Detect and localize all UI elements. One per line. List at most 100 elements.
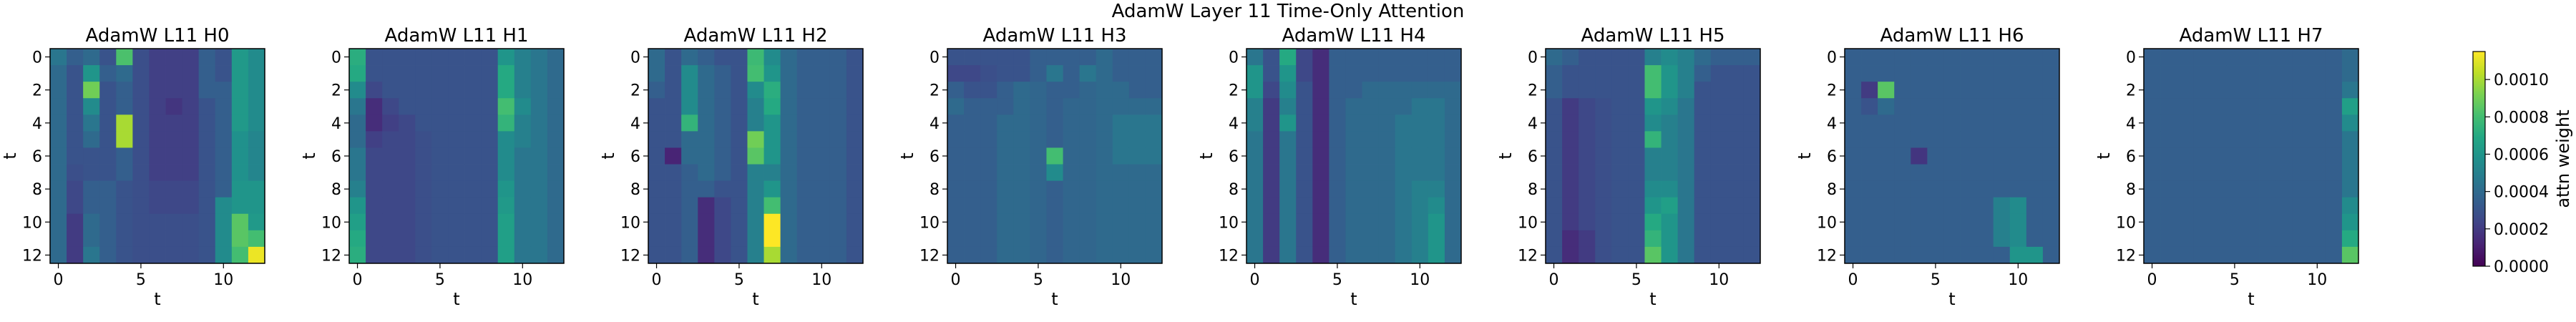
heatmap-cell <box>67 82 84 99</box>
heatmap-cell <box>1013 114 1030 132</box>
heatmap-cell <box>83 98 100 115</box>
heatmap-cell <box>349 197 366 215</box>
heatmap-cell <box>2160 82 2177 99</box>
x-tick-label: 5 <box>435 271 445 289</box>
heatmap-cell <box>1296 114 1313 132</box>
heatmap-cell <box>731 49 748 66</box>
heatmap-cell <box>2341 164 2359 182</box>
heatmap-cell <box>1743 246 1761 264</box>
heatmap-cell <box>83 147 100 165</box>
heatmap-cell <box>1112 147 1130 165</box>
heatmap-cell <box>165 197 183 215</box>
y-axis-label: t <box>1196 152 1216 159</box>
heatmap-cell <box>763 164 781 182</box>
heatmap-cell <box>1878 82 1895 99</box>
heatmap-cell <box>1279 65 1297 82</box>
y-axis-label: t <box>299 152 319 159</box>
heatmap-cell <box>2193 131 2210 148</box>
heatmap-cell <box>665 213 682 231</box>
heatmap-cell <box>366 213 383 231</box>
heatmap-cell <box>1894 82 1911 99</box>
heatmap-cell <box>1611 82 1629 99</box>
heatmap-cell <box>497 82 515 99</box>
heatmap-cell <box>67 230 84 248</box>
y-tick-label: 8 <box>331 181 341 199</box>
heatmap-cell <box>1079 82 1097 99</box>
heatmap-cell <box>215 180 233 198</box>
heatmap-cell <box>182 147 200 165</box>
heatmap-cell <box>1246 180 1264 198</box>
heatmap-cell <box>2308 114 2326 132</box>
heatmap-cell <box>1030 164 1047 182</box>
heatmap-cell <box>399 164 416 182</box>
heatmap-cell <box>1993 246 2011 264</box>
heatmap-cell <box>2243 65 2260 82</box>
heatmap-cell <box>2292 164 2310 182</box>
heatmap-cell <box>1845 164 1862 182</box>
heatmap-cell <box>399 131 416 148</box>
heatmap-cell <box>1296 164 1313 182</box>
heatmap-cell <box>1927 65 1944 82</box>
heatmap-cell <box>2210 246 2227 264</box>
heatmap-cell <box>813 114 831 132</box>
y-tick-label: 0 <box>1528 49 1538 67</box>
heatmap-cell <box>132 147 150 165</box>
heatmap-cell <box>714 230 731 248</box>
heatmap-cell <box>2042 131 2060 148</box>
heatmap-cell <box>2193 65 2210 82</box>
y-tick-label: 4 <box>331 115 341 133</box>
heatmap-cell <box>1845 147 1862 165</box>
heatmap-cell <box>248 164 265 182</box>
heatmap-cell <box>1993 49 2011 66</box>
heatmap-cell <box>415 131 432 148</box>
heatmap-cell <box>382 147 399 165</box>
heatmap-cell <box>648 213 665 231</box>
heatmap-cell <box>231 180 249 198</box>
heatmap-cell <box>947 131 965 148</box>
heatmap-cell <box>2009 49 2027 66</box>
heatmap-cell <box>1145 131 1163 148</box>
heatmap-cell <box>681 65 698 82</box>
heatmap-cell <box>1362 246 1380 264</box>
heatmap-cell <box>1894 213 1911 231</box>
heatmap-cell <box>947 230 965 248</box>
heatmap-cell <box>1112 230 1130 248</box>
heatmap-cell <box>2243 131 2260 148</box>
heatmap-cell <box>1579 230 1596 248</box>
y-tick-label: 6 <box>1827 148 1837 166</box>
heatmap-cell <box>2160 246 2177 264</box>
heatmap-cell <box>964 49 981 66</box>
heatmap-cell <box>2042 164 2060 182</box>
heatmap-cell <box>1727 82 1745 99</box>
heatmap-cell <box>2243 180 2260 198</box>
heatmap-cell <box>149 147 166 165</box>
heatmap-cell <box>648 82 665 99</box>
heatmap-cell <box>1661 197 1679 215</box>
heatmap-cell <box>1743 164 1761 182</box>
heatmap-cell <box>1595 164 1612 182</box>
heatmap-cell <box>1096 131 1113 148</box>
heatmap-cell <box>415 164 432 182</box>
y-tick-label: 10 <box>1817 214 1837 232</box>
heatmap-cell <box>1345 180 1362 198</box>
heatmap-cell <box>497 98 515 115</box>
heatmap-cell <box>67 164 84 182</box>
heatmap-cell <box>698 131 715 148</box>
panel-title: AdamW L11 H5 <box>1581 25 1725 47</box>
heatmap-cell <box>349 213 366 231</box>
heatmap-cell <box>1030 180 1047 198</box>
heatmap-cell <box>514 49 532 66</box>
heatmap-cell <box>1644 131 1662 148</box>
heatmap-cell <box>780 246 798 264</box>
heatmap-cell <box>2292 65 2310 82</box>
heatmap-cell <box>1362 164 1380 182</box>
heatmap-cell <box>1296 98 1313 115</box>
heatmap-cell <box>1312 197 1330 215</box>
heatmap-cell <box>1960 230 1978 248</box>
heatmap-cell <box>1562 180 1579 198</box>
heatmap-cell <box>50 246 67 264</box>
heatmap-cell <box>1644 114 1662 132</box>
heatmap-cell <box>714 65 731 82</box>
heatmap-cell <box>231 147 249 165</box>
y-tick-label: 10 <box>919 214 940 232</box>
